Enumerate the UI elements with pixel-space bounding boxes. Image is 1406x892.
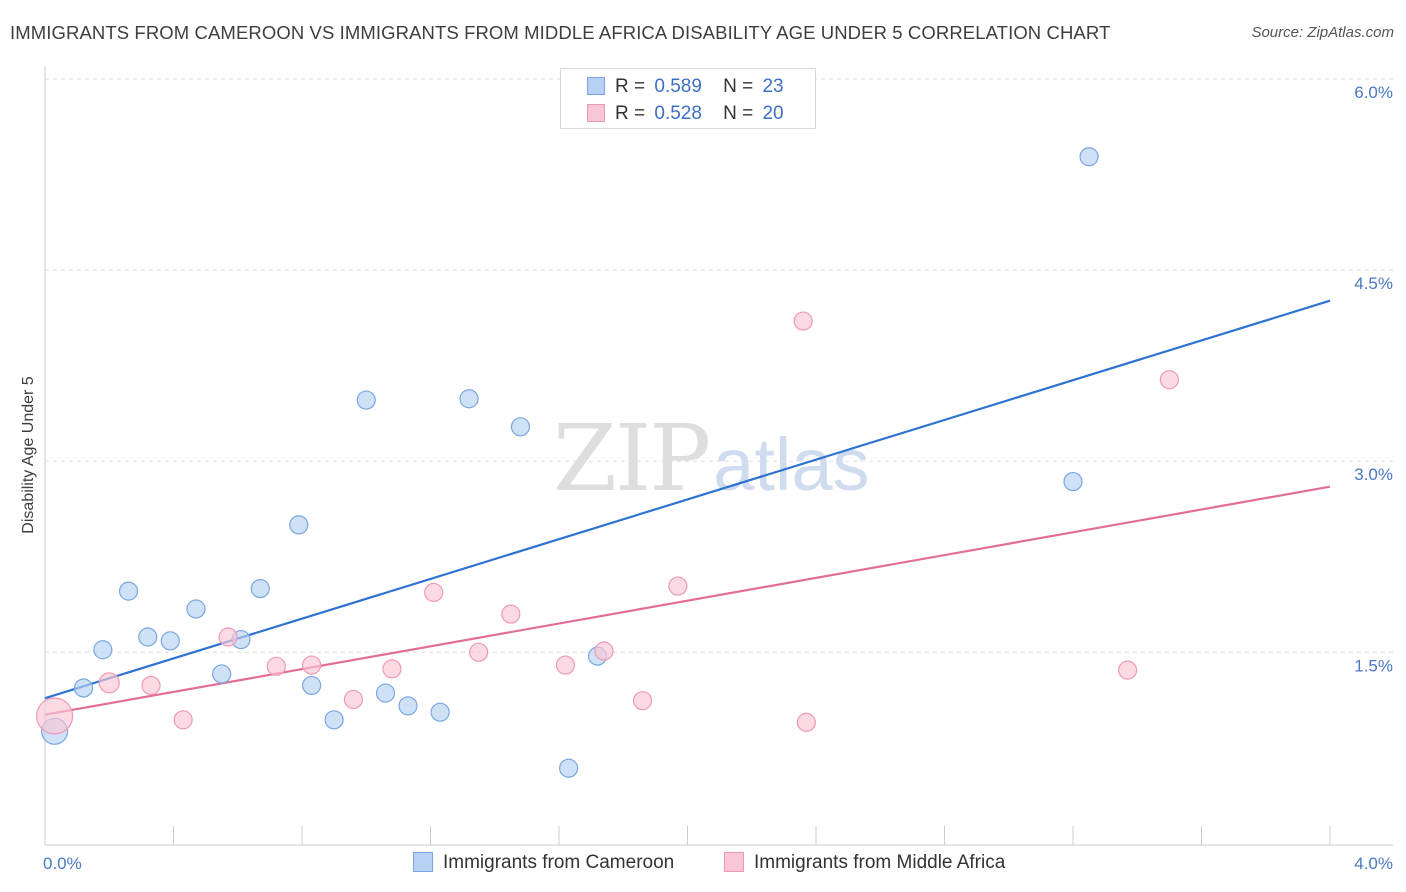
scatter-point-middle-africa bbox=[141, 675, 161, 696]
scatter-point-cameroon bbox=[1079, 147, 1099, 167]
scatter-point-cameroon bbox=[510, 417, 531, 437]
bottom-legend-label-middle-africa: Immigrants from Middle Africa bbox=[754, 852, 1006, 873]
scatter-point-cameroon bbox=[430, 702, 450, 722]
scatter-point-cameroon bbox=[138, 627, 158, 647]
scatter-point-middle-africa bbox=[382, 659, 402, 679]
scatter-point-middle-africa bbox=[555, 655, 576, 675]
scatter-point-middle-africa bbox=[469, 642, 489, 662]
scatter-point-middle-africa bbox=[302, 655, 322, 675]
correlation-legend: R = 0.589 N = 23 R = 0.528 N = 20 bbox=[560, 68, 816, 129]
legend-r-label: R = bbox=[615, 103, 646, 124]
scatter-point-middle-africa bbox=[1118, 660, 1138, 680]
chart-title: IMMIGRANTS FROM CAMEROON VS IMMIGRANTS F… bbox=[10, 22, 1111, 43]
trend-layer bbox=[44, 299, 1331, 716]
x-tick-label-min: 0.0% bbox=[43, 854, 82, 873]
bottom-legend-cameroon: Immigrants from Cameroon bbox=[413, 852, 674, 874]
bottom-legend-label-cameroon: Immigrants from Cameroon bbox=[443, 852, 675, 873]
scatter-point-middle-africa bbox=[796, 712, 816, 732]
legend-n-label: N = bbox=[723, 103, 754, 124]
scatter-point-cameroon bbox=[93, 640, 113, 660]
x-tick-label-max: 4.0% bbox=[1354, 854, 1393, 873]
scatter-point-cameroon bbox=[459, 389, 479, 409]
legend-n-value-cameroon: 23 bbox=[762, 76, 784, 97]
scatter-point-cameroon bbox=[250, 578, 270, 599]
scatter-point-middle-africa bbox=[501, 604, 521, 624]
axis-layer bbox=[44, 66, 1393, 846]
y-tick-label: 3.0% bbox=[1354, 465, 1393, 484]
bottom-legend-middle-africa: Immigrants from Middle Africa bbox=[724, 852, 1005, 874]
scatter-point-middle-africa bbox=[668, 576, 688, 596]
scatter-point-cameroon bbox=[375, 683, 396, 703]
legend-swatch-cameroon bbox=[587, 77, 605, 95]
scatter-point-cameroon bbox=[356, 390, 376, 410]
legend-r-value-cameroon: 0.589 bbox=[654, 76, 702, 97]
legend-n-label: N = bbox=[723, 76, 754, 97]
scatter-point-middle-africa bbox=[36, 697, 74, 735]
legend-swatch-middle-africa bbox=[587, 104, 605, 122]
y-tick-label: 6.0% bbox=[1354, 83, 1393, 102]
scatter-point-cameroon bbox=[160, 631, 180, 651]
scatter-point-middle-africa bbox=[1159, 370, 1179, 390]
legend-row-cameroon: R = 0.589 N = 23 bbox=[587, 76, 784, 100]
scatter-point-middle-africa bbox=[424, 582, 444, 603]
scatter-point-cameroon bbox=[398, 696, 418, 716]
scatter-point-middle-africa bbox=[173, 710, 193, 730]
scatter-point-cameroon bbox=[302, 675, 322, 696]
scatter-point-middle-africa bbox=[218, 627, 238, 647]
scatter-point-middle-africa bbox=[343, 689, 363, 710]
scatter-point-middle-africa bbox=[594, 641, 614, 661]
y-tick-label: 1.5% bbox=[1354, 656, 1393, 675]
scatter-point-cameroon bbox=[212, 664, 232, 684]
scatter-point-cameroon bbox=[118, 581, 139, 601]
scatter-point-cameroon bbox=[1063, 471, 1083, 492]
bottom-legend-swatch-middle-africa bbox=[724, 852, 744, 872]
source-label: Source: ZipAtlas.com bbox=[1251, 24, 1394, 41]
grid-layer bbox=[45, 78, 1393, 653]
trend-line-middle-africa bbox=[44, 485, 1331, 716]
label-layer: 1.5% 3.0% 4.5% 6.0% 0.0% 4.0% Disability Age U… bbox=[20, 83, 1393, 873]
legend-r-value-middle-africa: 0.528 bbox=[654, 103, 702, 124]
scatter-point-cameroon bbox=[289, 515, 309, 535]
points-layer bbox=[36, 147, 1179, 778]
y-tick-label: 4.5% bbox=[1354, 274, 1393, 293]
y-axis-label: Disability Age Under 5 bbox=[20, 376, 37, 534]
scatter-point-cameroon bbox=[324, 710, 344, 730]
scatter-point-middle-africa bbox=[98, 672, 120, 694]
scatter-point-cameroon bbox=[73, 678, 94, 698]
scatter-point-middle-africa bbox=[266, 656, 286, 676]
legend-r-label: R = bbox=[615, 76, 646, 97]
legend-n-value-middle-africa: 20 bbox=[762, 103, 784, 124]
scatter-point-cameroon bbox=[186, 599, 206, 619]
legend-row-middle-africa: R = 0.528 N = 20 bbox=[587, 103, 784, 127]
scatter-point-middle-africa bbox=[793, 311, 813, 331]
trend-line-cameroon bbox=[44, 299, 1331, 700]
scatter-point-middle-africa bbox=[632, 691, 653, 711]
scatter-point-cameroon bbox=[559, 758, 579, 778]
bottom-legend-swatch-cameroon bbox=[413, 852, 433, 872]
